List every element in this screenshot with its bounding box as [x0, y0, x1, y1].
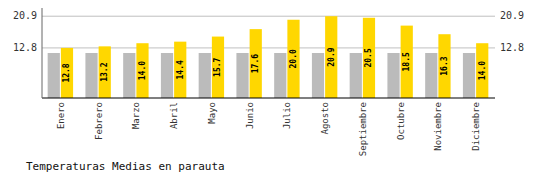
bar: [287, 20, 299, 98]
x-tick-label: Octubre: [396, 102, 406, 140]
x-axis-line: [42, 97, 495, 98]
y-tick-label: 20.9: [13, 10, 37, 21]
x-tick-label: Febrero: [94, 102, 104, 140]
x-tick-label: Abril: [169, 102, 179, 129]
bar: [350, 53, 362, 98]
grid-line: [42, 16, 495, 17]
bar: [99, 46, 111, 98]
bar: [212, 37, 224, 98]
x-tick-label: Mayo: [207, 102, 217, 124]
bar: [325, 16, 337, 98]
data-label: 16.3: [440, 56, 449, 75]
bar: [438, 34, 450, 98]
data-label: 14.4: [176, 60, 185, 79]
bar: [174, 42, 186, 98]
x-tick-label: Diciembre: [471, 102, 481, 151]
chart: 12.8 20.9 12.8 20.9 12.8 13.2 14.0 14.4 15.7 17.6…: [0, 0, 537, 174]
y2-tick-label: 20.9: [500, 10, 524, 21]
data-label: 12.8: [62, 63, 71, 82]
bars: [48, 16, 489, 98]
bar: [199, 53, 211, 98]
data-label: 20.9: [327, 47, 336, 66]
x-tick-label: Noviembre: [433, 102, 443, 151]
bar: [463, 53, 475, 98]
bar: [312, 53, 324, 98]
data-label: 18.5: [402, 52, 411, 71]
y2-tick-label: 12.8: [500, 42, 524, 53]
bar: [161, 53, 173, 98]
data-label: 20.0: [289, 49, 298, 68]
bar: [425, 53, 437, 98]
bar: [387, 53, 399, 98]
bar: [401, 26, 413, 98]
y-tick-label: 12.8: [13, 42, 37, 53]
data-label: 15.7: [213, 57, 222, 76]
x-tick-label: Marzo: [131, 102, 141, 129]
y-axis-line: [42, 8, 43, 98]
bar: [250, 29, 262, 98]
bar: [476, 43, 488, 98]
x-tick-label: Septiembre: [358, 102, 368, 156]
x-tick-label: Julio: [282, 102, 292, 129]
bar: [85, 53, 97, 98]
bar: [274, 53, 286, 98]
title: Temperaturas Medias en parauta: [26, 160, 225, 173]
bar: [236, 53, 248, 98]
x-tick-label: Enero: [56, 102, 66, 129]
bar: [363, 18, 375, 98]
bar: [136, 43, 148, 98]
x-tick-label: Junio: [245, 102, 255, 129]
data-label: 20.5: [364, 48, 373, 67]
bar: [123, 53, 135, 98]
data-label: 14.0: [138, 61, 147, 80]
bar: [61, 48, 73, 98]
bar: [48, 53, 60, 98]
data-label: 14.0: [478, 61, 487, 80]
data-label: 17.6: [251, 54, 260, 73]
data-label: 13.2: [100, 62, 109, 81]
x-tick-label: Agosto: [320, 102, 330, 135]
